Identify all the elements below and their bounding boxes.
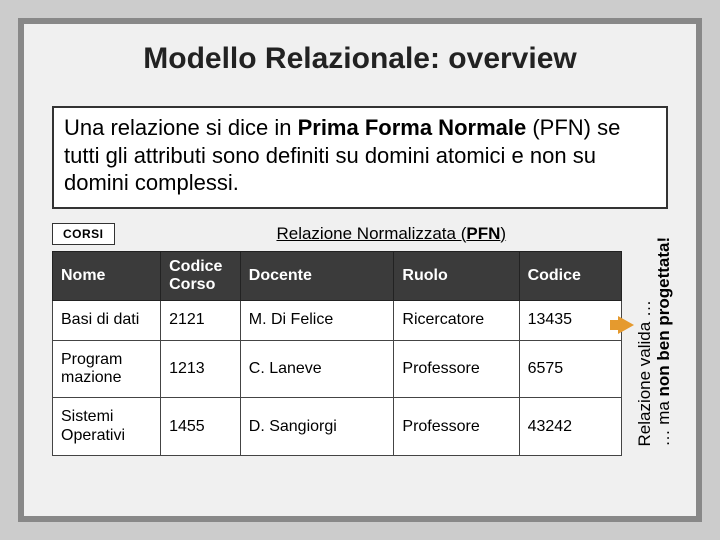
- slide-frame: Modello Relazionale: overview Una relazi…: [18, 18, 702, 522]
- col-ruolo: Ruolo: [394, 251, 519, 301]
- cell: Professore: [394, 398, 519, 456]
- table-caption-row: CORSI Relazione Normalizzata (PFN): [52, 223, 668, 245]
- cell: Ricercatore: [394, 301, 519, 340]
- slide-title: Modello Relazionale: overview: [24, 24, 696, 84]
- rel-title-bold: PFN: [466, 224, 500, 243]
- rel-title-plain: Relazione Normalizzata (: [276, 224, 466, 243]
- col-nome: Nome: [53, 251, 161, 301]
- col-codice-corso: Codice Corso: [161, 251, 241, 301]
- rel-title-close: ): [500, 224, 506, 243]
- relation-title: Relazione Normalizzata (PFN): [115, 224, 668, 244]
- col-docente: Docente: [240, 251, 394, 301]
- cell: Basi di dati: [53, 301, 161, 340]
- cell: 1213: [161, 340, 241, 398]
- col-codice: Codice: [519, 251, 621, 301]
- table-wrap: Nome Codice Corso Docente Ruolo Codice B…: [52, 251, 622, 457]
- corsi-badge: CORSI: [52, 223, 115, 245]
- cell: Program mazione: [53, 340, 161, 398]
- arrow-icon: [618, 313, 634, 341]
- side-line1: Relazione valida …: [635, 300, 654, 446]
- table-header-row: Nome Codice Corso Docente Ruolo Codice: [53, 251, 622, 301]
- cell: 13435: [519, 301, 621, 340]
- table-row: Sistemi Operativi 1455 D. Sangiorgi Prof…: [53, 398, 622, 456]
- side-line2b: non ben progettata!: [654, 236, 673, 396]
- cell: Professore: [394, 340, 519, 398]
- side-line2a: … ma: [654, 396, 673, 446]
- definition-box: Una relazione si dice in Prima Forma Nor…: [52, 106, 668, 209]
- side-note-text: Relazione valida … … ma non ben progetta…: [636, 236, 673, 446]
- cell: 43242: [519, 398, 621, 456]
- corsi-table: Nome Codice Corso Docente Ruolo Codice B…: [52, 251, 622, 457]
- table-row: Basi di dati 2121 M. Di Felice Ricercato…: [53, 301, 622, 340]
- table-row: Program mazione 1213 C. Laneve Professor…: [53, 340, 622, 398]
- content-area: CORSI Relazione Normalizzata (PFN) Nome …: [52, 223, 668, 457]
- side-note: Relazione valida … … ma non ben progetta…: [640, 226, 670, 456]
- def-bold: Prima Forma Normale: [298, 115, 527, 140]
- cell: 6575: [519, 340, 621, 398]
- cell: C. Laneve: [240, 340, 394, 398]
- def-part1: Una relazione si dice in: [64, 115, 298, 140]
- cell: 1455: [161, 398, 241, 456]
- cell: Sistemi Operativi: [53, 398, 161, 456]
- cell: 2121: [161, 301, 241, 340]
- cell: M. Di Felice: [240, 301, 394, 340]
- cell: D. Sangiorgi: [240, 398, 394, 456]
